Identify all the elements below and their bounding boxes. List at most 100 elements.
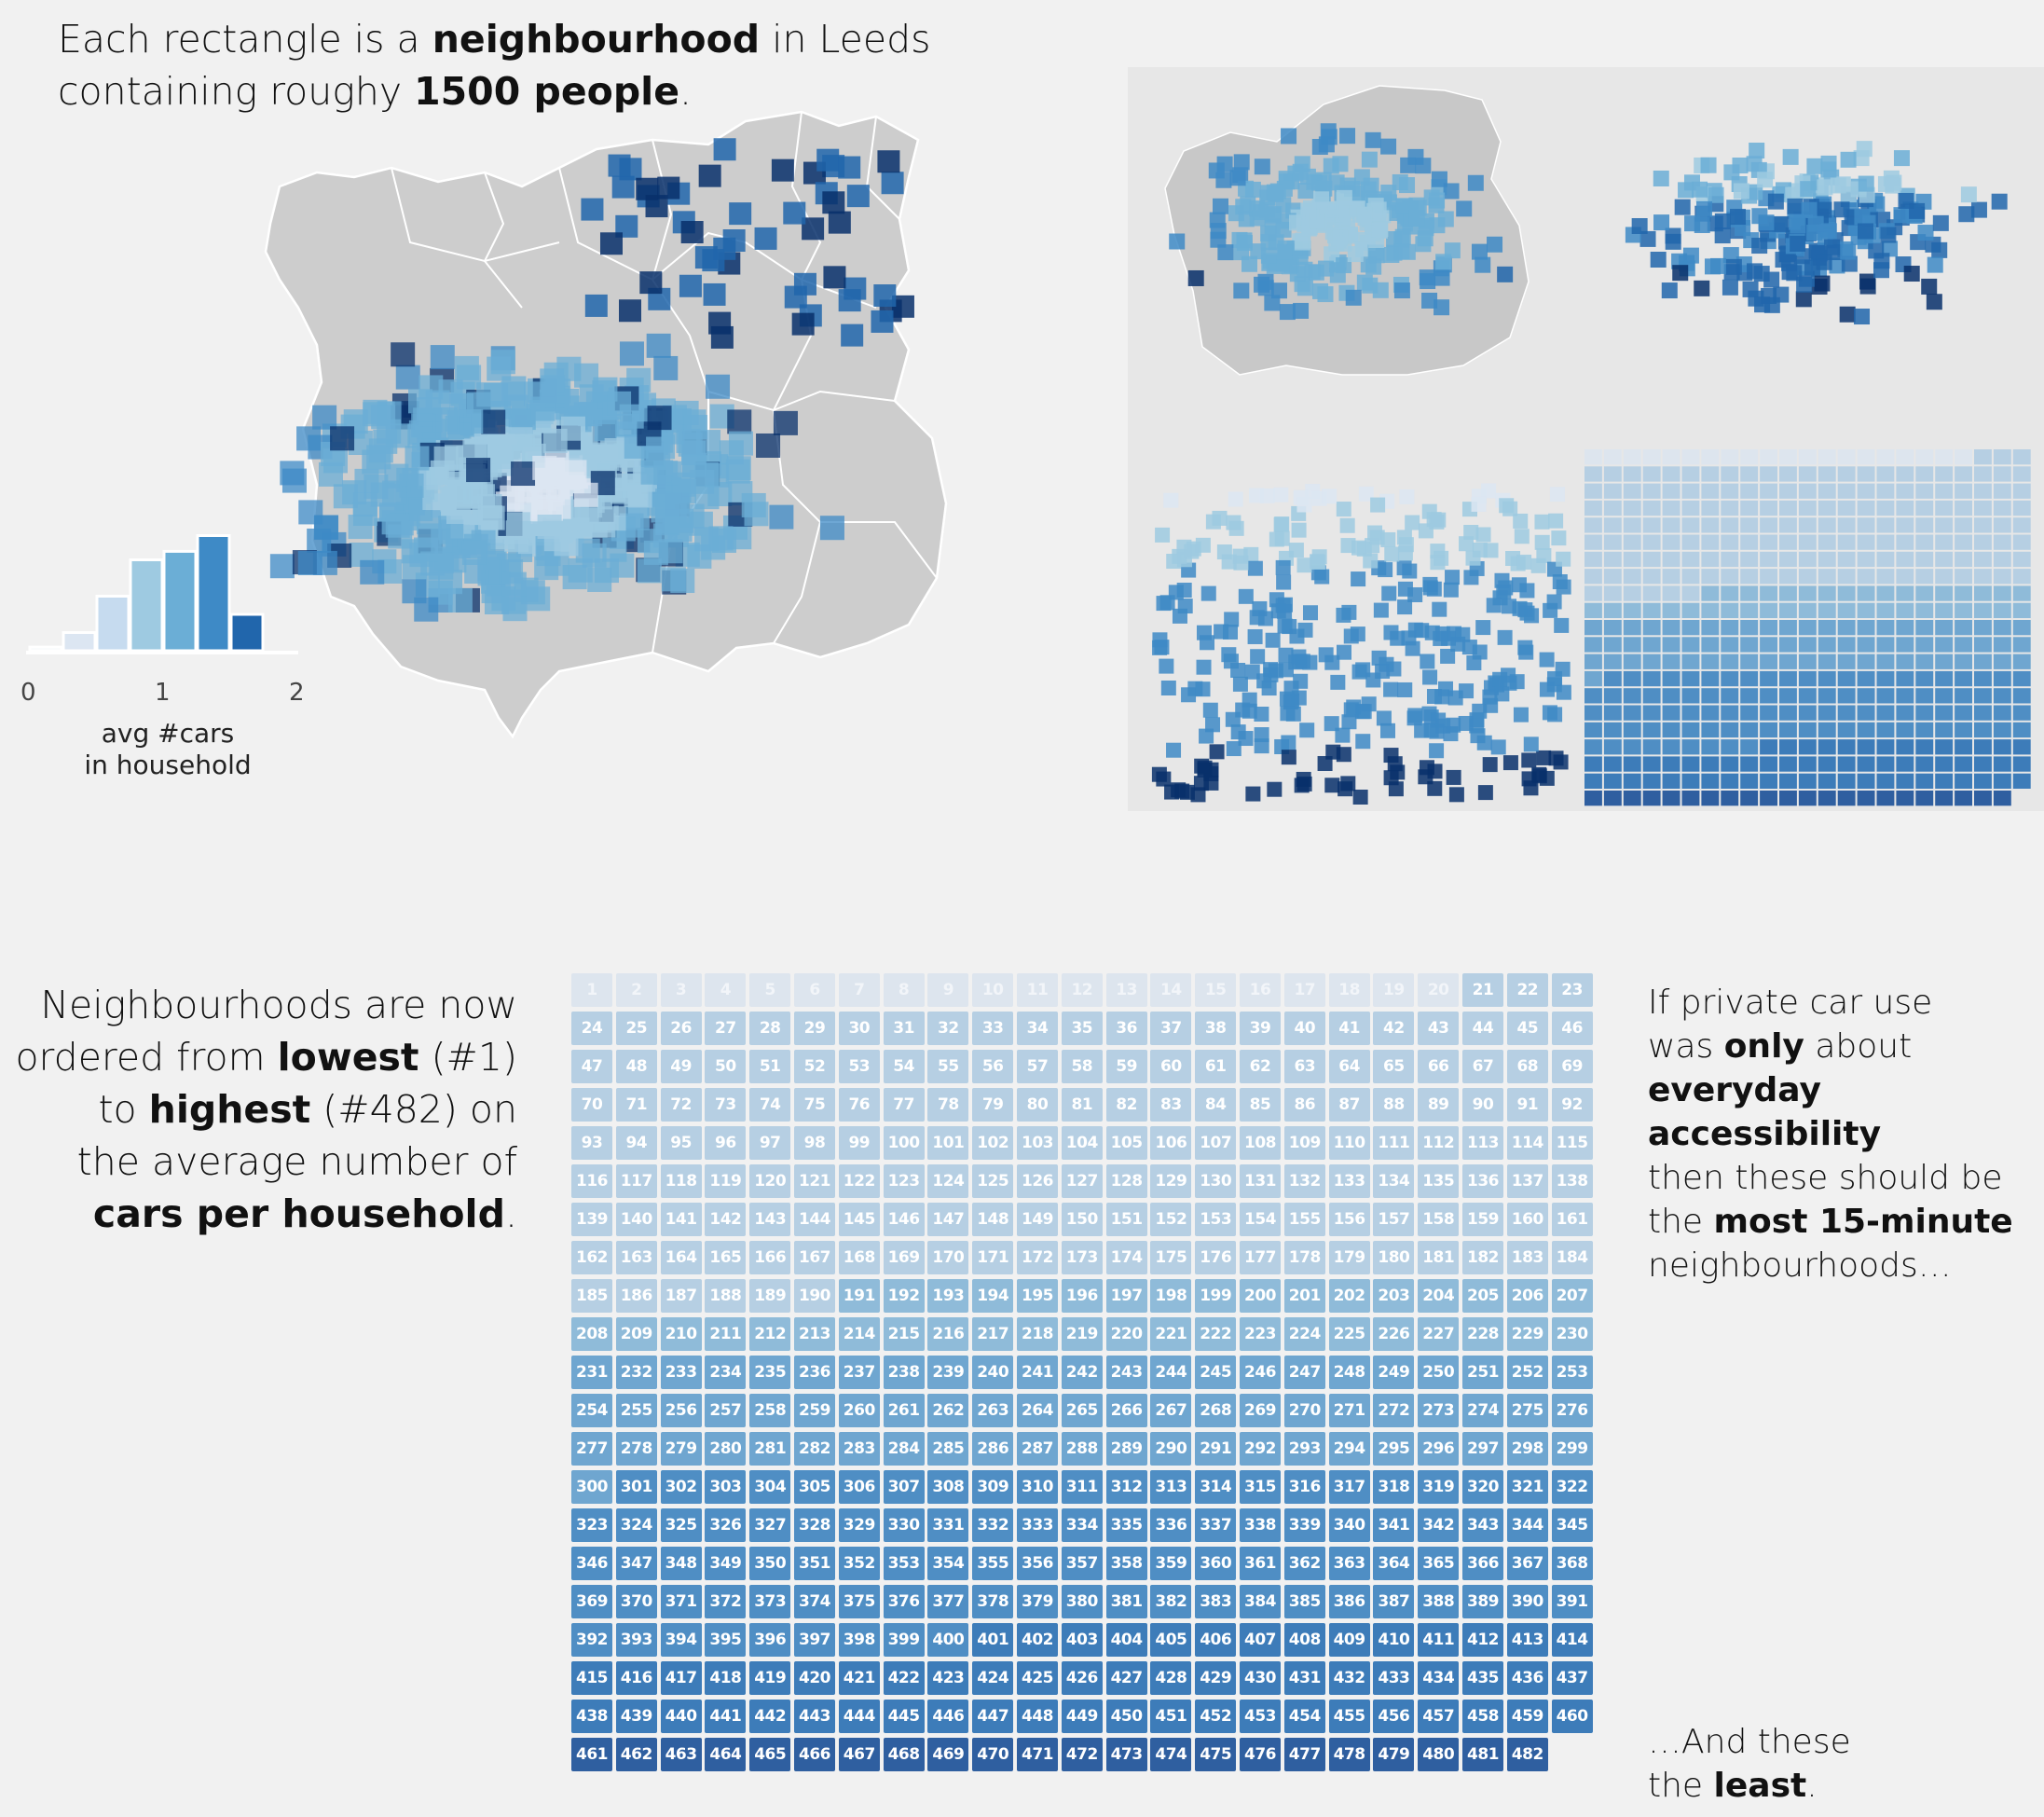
ranked-neighbourhood-cell: 463: [660, 1738, 702, 1771]
ranked-neighbourhood-cell: 222: [1195, 1317, 1237, 1351]
panel-sorted-square: [1200, 635, 1215, 651]
ranked-neighbourhood-cell: 8: [883, 973, 925, 1007]
map-neighbourhood-square: [741, 492, 766, 517]
ranked-neighbourhood-cell: 479: [1373, 1738, 1415, 1771]
ranked-neighbourhood-cell: 55: [927, 1050, 969, 1083]
histogram-bar: [95, 595, 130, 653]
ranked-neighbourhood-cell: 267: [1150, 1394, 1192, 1427]
panel-grid-cell: [1760, 791, 1777, 806]
panel-grid-cell: [2012, 722, 2031, 738]
map-outer-neighbourhood-square: [680, 221, 704, 244]
panel-grid-cell: [1623, 500, 1641, 516]
ranked-neighbourhood-cell: 377: [927, 1585, 969, 1618]
panel-cloud-square: [1725, 258, 1742, 275]
panel-sorted-square: [1518, 644, 1534, 660]
map-neighbourhood-square: [727, 409, 752, 434]
panel-grid-cell: [1662, 705, 1680, 721]
panel-grid-cell: [1681, 756, 1700, 772]
panel-grid-cell: [1818, 551, 1836, 568]
ranked-neighbourhood-cell: 146: [883, 1203, 925, 1236]
panel-sorted-square: [1263, 662, 1279, 678]
ranked-neighbourhood-cell: 139: [571, 1203, 612, 1236]
map-neighbourhood-square: [297, 550, 322, 575]
panel-grid-cell: [1955, 756, 1972, 772]
ranked-neighbourhood-cell: 208: [571, 1317, 612, 1351]
ranked-neighbourhood-cell: 203: [1373, 1279, 1415, 1313]
panel-grid-cell: [1603, 551, 1622, 568]
ranked-neighbourhood-cell: 475: [1195, 1738, 1237, 1771]
panel-grid-cell: [1779, 569, 1797, 585]
ranked-neighbourhood-cell: 307: [883, 1470, 925, 1504]
ranked-neighbourhood-cell: 195: [1017, 1279, 1058, 1313]
ranked-neighbourhood-cell: 204: [1418, 1279, 1460, 1313]
panel-sorted-square: [1194, 758, 1210, 774]
ranked-neighbourhood-cell: 247: [1283, 1356, 1325, 1389]
panel-map-square: [1332, 229, 1349, 246]
ranked-neighbourhood-cell: 122: [838, 1164, 880, 1198]
panel-grid-cell: [1876, 585, 1895, 601]
ranked-neighbourhood-cell: 362: [1283, 1547, 1325, 1580]
panel-map-square: [1380, 138, 1397, 155]
ranked-neighbourhood-cell: 199: [1195, 1279, 1237, 1313]
panel-grid-cell: [1760, 688, 1777, 704]
panel-grid-cell: [1701, 739, 1720, 755]
panel-grid-cell: [1896, 620, 1914, 636]
panel-grid-cell: [1798, 534, 1817, 550]
panel-grid-cell: [1701, 670, 1720, 687]
ranked-neighbourhood-cell: 305: [794, 1470, 835, 1504]
ranked-neighbourhood-cell: 312: [1105, 1470, 1147, 1504]
ranked-neighbourhood-cell: 285: [927, 1432, 969, 1466]
panel-grid-cell: [1779, 654, 1797, 669]
panel-sorted-square: [1548, 513, 1564, 529]
panel-grid-cell: [1857, 585, 1875, 601]
panel-sorted-square: [1335, 727, 1351, 743]
ranked-neighbourhood-cell: 166: [749, 1241, 791, 1274]
ranked-neighbourhood-cell: 33: [972, 1012, 1014, 1045]
panel-sorted-square: [1481, 483, 1497, 499]
panel-cloud-square: [1733, 183, 1749, 200]
panel-sorted-square: [1343, 628, 1359, 644]
panel-grid-cell: [1915, 654, 1934, 669]
panel-grid-cell: [1798, 705, 1817, 721]
ranked-neighbourhood-cell: 318: [1373, 1470, 1415, 1504]
map-neighbourhood-square: [382, 480, 407, 505]
panel-grid-cell: [2012, 449, 2031, 465]
panel-cloud-square: [1880, 227, 1897, 243]
panel-grid-cell: [1876, 551, 1895, 568]
panel-grid-cell: [1876, 654, 1895, 669]
ranked-neighbourhood-cell: 296: [1418, 1432, 1460, 1466]
panel-grid-cell: [1721, 551, 1739, 568]
panel-grid-cell: [1662, 688, 1680, 704]
ranked-neighbourhood-cell: 240: [972, 1356, 1014, 1389]
panel-sorted-square: [1270, 603, 1286, 619]
ranked-neighbourhood-cell: 171: [972, 1241, 1014, 1274]
ranked-neighbourhood-cell: 348: [660, 1547, 702, 1580]
panel-sorted-square: [1297, 622, 1313, 638]
ranked-neighbourhood-cell: 178: [1283, 1241, 1325, 1274]
panel-grid-cell: [1876, 449, 1895, 465]
panel-grid-cell: [1896, 551, 1914, 568]
panel-grid-cell: [1935, 466, 1954, 482]
panel-sorted-square: [1176, 539, 1192, 555]
ranked-neighbourhood-cell: 44: [1462, 1012, 1503, 1045]
panel-grid-cell: [1701, 483, 1720, 499]
panel-sorted-square: [1245, 786, 1261, 802]
panel-grid-cell: [1896, 449, 1914, 465]
panel-grid-cell: [1740, 569, 1759, 585]
panel-cloud-square: [1790, 217, 1806, 234]
panel-grid-cell: [1740, 551, 1759, 568]
ranked-neighbourhood-cell: 441: [705, 1700, 747, 1733]
ordering-line-part: (#1): [418, 1035, 517, 1080]
panel-map-square: [1383, 246, 1400, 263]
map-neighbourhood-square: [417, 397, 442, 422]
ranked-neighbourhood-cell: 79: [972, 1088, 1014, 1122]
ranked-neighbourhood-cell: 478: [1328, 1738, 1370, 1771]
ranked-neighbourhood-cell: 50: [705, 1050, 747, 1083]
panel-grid-cell: [1721, 500, 1739, 516]
panel-grid-cell: [1955, 602, 1972, 618]
panel-sorted-square: [1490, 739, 1506, 755]
ranked-neighbourhood-cell: 271: [1328, 1394, 1370, 1427]
ranked-neighbourhood-cell: 22: [1506, 973, 1548, 1007]
ranked-neighbourhood-cell: 29: [794, 1012, 835, 1045]
panel-grid-cell: [1779, 585, 1797, 601]
